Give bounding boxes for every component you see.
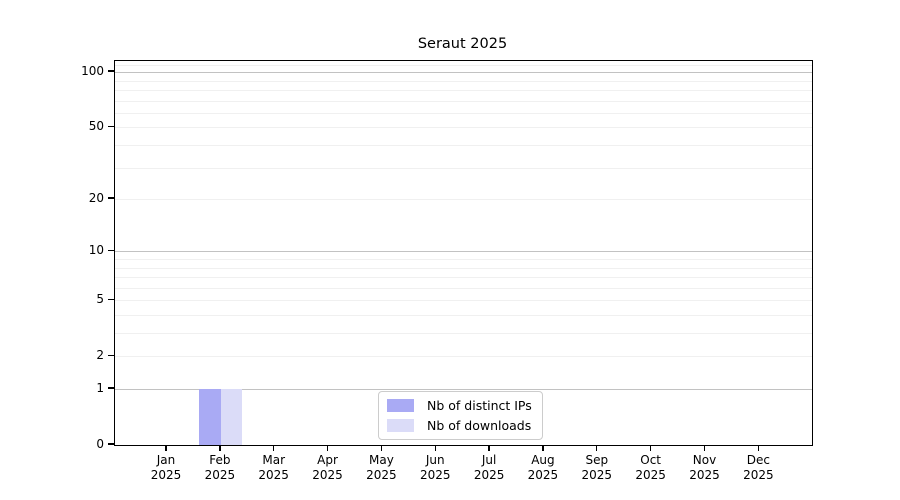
x-tick-label: Apr 2025 <box>312 453 343 482</box>
x-tick-mark <box>219 445 221 451</box>
y-tick-mark <box>108 197 114 199</box>
gridline-minor <box>115 100 812 102</box>
x-tick-mark <box>703 445 706 451</box>
gridline-minor <box>115 287 812 289</box>
x-tick-mark <box>596 445 598 451</box>
y-tick-label: 2 <box>96 348 104 363</box>
gridline-minor <box>115 145 812 146</box>
gridline-minor <box>115 258 812 260</box>
y-tick-mark <box>108 298 114 300</box>
x-tick-label: Jul 2025 <box>473 453 505 482</box>
x-tick-mark <box>542 445 544 451</box>
gridline-minor <box>115 277 812 279</box>
gridline-minor <box>115 356 812 358</box>
y-tick-mark <box>108 443 114 445</box>
y-tick-label: 5 <box>96 292 104 307</box>
y-tick-label: 50 <box>88 119 104 134</box>
x-tick-label: Jan 2025 <box>150 453 182 482</box>
x-tick-mark <box>434 445 436 451</box>
y-tick-mark <box>108 354 114 356</box>
y-tick-mark <box>108 70 114 72</box>
legend: Nb of distinct IPs Nb of downloads <box>378 391 543 440</box>
y-tick-label: 1 <box>96 381 104 395</box>
gridline-minor <box>115 90 812 91</box>
x-tick-label: Dec 2025 <box>743 453 774 482</box>
legend-label-downloads: Nb of downloads <box>427 418 532 433</box>
gridline-minor <box>115 333 812 334</box>
legend-label-distinct-ips: Nb of distinct IPs <box>427 398 532 413</box>
y-tick-label: 0 <box>96 437 104 451</box>
y-tick-mark <box>108 125 114 128</box>
gridline-major <box>115 72 812 74</box>
x-tick-label: Feb 2025 <box>204 453 236 482</box>
gridline-minor <box>115 199 812 201</box>
x-tick-label: Mar 2025 <box>258 453 289 482</box>
gridline-minor <box>115 127 812 129</box>
plot-area: Nb of distinct IPs Nb of downloads <box>114 60 813 446</box>
legend-entry-downloads: Nb of downloads <box>387 418 532 433</box>
bar-nb-of-downloads <box>220 389 243 445</box>
gridline-minor <box>115 80 812 82</box>
x-tick-label: Jun 2025 <box>419 453 451 482</box>
x-tick-label: May 2025 <box>366 453 397 482</box>
x-tick-mark <box>165 445 167 451</box>
legend-swatch-distinct-ips <box>387 399 414 412</box>
gridline-major <box>115 251 812 253</box>
legend-entry-distinct-ips: Nb of distinct IPs <box>387 398 532 413</box>
y-tick-label: 20 <box>88 191 104 206</box>
x-tick-mark <box>649 445 652 451</box>
gridline-major <box>115 389 812 390</box>
x-tick-mark <box>273 445 275 451</box>
y-tick-label: 100 <box>81 64 104 79</box>
y-tick-mark <box>108 249 114 251</box>
x-tick-label: Nov 2025 <box>689 453 720 482</box>
x-tick-label: Oct 2025 <box>635 453 666 482</box>
x-tick-mark <box>326 445 329 451</box>
gridline-minor <box>115 267 812 269</box>
y-tick-mark <box>108 387 114 389</box>
gridline-minor <box>115 112 812 114</box>
gridline-minor <box>115 300 812 302</box>
gridline-minor <box>115 314 812 316</box>
x-tick-label: Aug 2025 <box>527 453 559 482</box>
y-tick-label: 10 <box>88 243 104 258</box>
x-tick-mark <box>757 445 760 451</box>
x-tick-mark <box>488 445 490 451</box>
gridline-minor <box>115 167 812 169</box>
bar-nb-of-distinct-ips <box>199 389 221 445</box>
legend-swatch-downloads <box>387 419 414 432</box>
x-tick-mark <box>380 445 383 451</box>
x-tick-label: Sep 2025 <box>581 453 613 482</box>
chart-title: Seraut 2025 <box>417 36 508 52</box>
gridline-minor <box>115 64 812 66</box>
